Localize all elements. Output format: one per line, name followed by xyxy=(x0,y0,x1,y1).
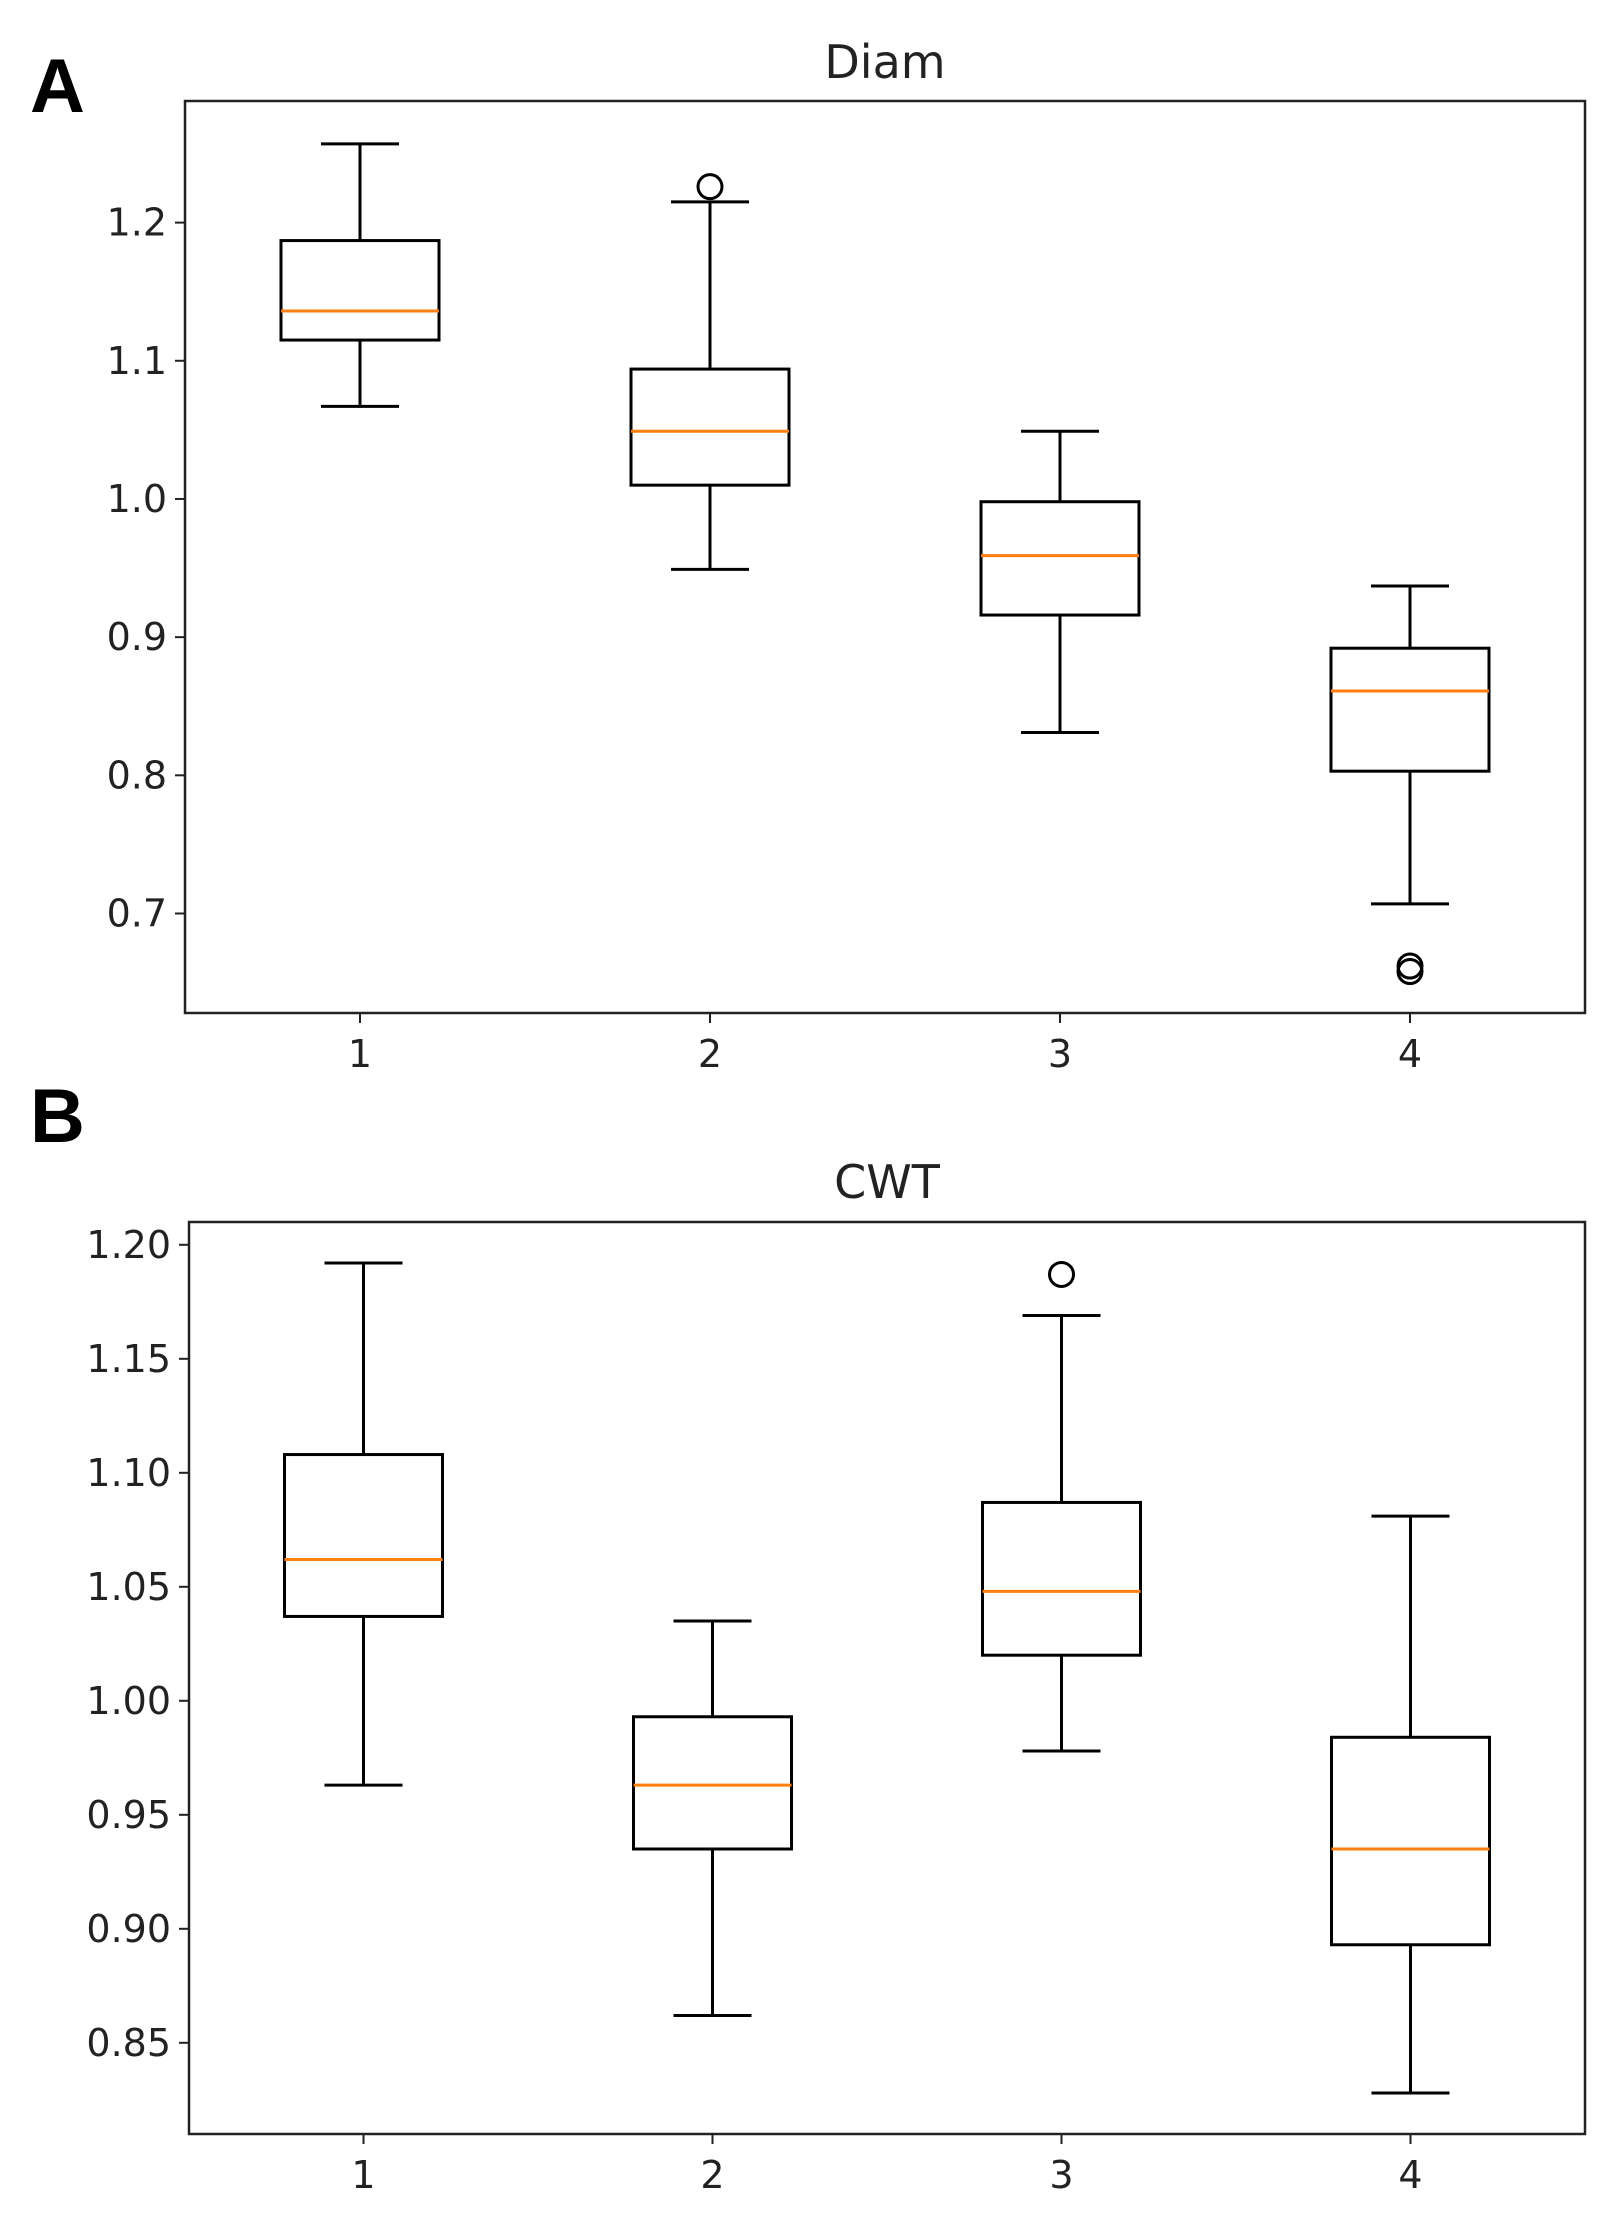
y-tick-label: 1.00 xyxy=(86,1679,171,1723)
box-group-1 xyxy=(283,1261,444,1787)
y-tick-label: 0.8 xyxy=(107,753,167,797)
y-tick-label: 0.7 xyxy=(107,892,167,936)
y-tick-label: 1.10 xyxy=(86,1451,171,1495)
y-tick-label: 0.85 xyxy=(86,2021,171,2065)
box xyxy=(1330,1735,1491,1947)
box-group-1 xyxy=(279,142,441,408)
box-group-2 xyxy=(629,173,791,571)
y-tick-label: 0.95 xyxy=(86,1793,171,1837)
box-group-2 xyxy=(632,1619,793,2017)
panel-a: A Diam 0.7 0.8 0.9 1.0 1.1 1.2 1 2 3 4 xyxy=(30,35,1587,1076)
x-tick-label: 4 xyxy=(1398,1032,1422,1076)
y-tick-label: 1.1 xyxy=(107,339,167,383)
box xyxy=(632,1715,793,1851)
plot-frame xyxy=(183,99,1587,1015)
panel-label: A xyxy=(30,44,85,129)
outlier-point xyxy=(1048,1260,1075,1288)
y-tick-label: 0.9 xyxy=(107,615,167,659)
box xyxy=(283,1453,444,1618)
box xyxy=(629,367,791,487)
box-group-4 xyxy=(1330,1514,1491,2095)
y-tick-label: 1.20 xyxy=(86,1223,171,1267)
box-group-3 xyxy=(981,1260,1142,1753)
y-tick-label: 1.05 xyxy=(86,1565,171,1609)
box xyxy=(279,239,441,342)
box-group-4 xyxy=(1329,584,1491,986)
panel-b: B CWT 0.85 0.90 0.95 1.00 1.05 1.10 1.15 1.20 1 2 3 4 xyxy=(30,1074,1587,2197)
outlier-point xyxy=(1396,952,1424,980)
panel-label: B xyxy=(30,1074,85,1159)
x-tick-label: 4 xyxy=(1398,2153,1422,2197)
x-tick-label: 1 xyxy=(351,2153,375,2197)
y-tick-label: 0.90 xyxy=(86,1907,171,1951)
chart-title: CWT xyxy=(834,1155,941,1209)
x-tick-label: 2 xyxy=(700,2153,724,2197)
y-tick-label: 1.15 xyxy=(86,1337,171,1381)
x-tick-label: 3 xyxy=(1049,2153,1073,2197)
x-tick-label: 3 xyxy=(1048,1032,1072,1076)
x-tick-label: 2 xyxy=(698,1032,722,1076)
box-group-3 xyxy=(979,429,1141,734)
outlier-point xyxy=(696,173,724,201)
plot-frame xyxy=(187,1220,1587,2136)
y-tick-label: 1.0 xyxy=(107,477,167,521)
chart-title: Diam xyxy=(824,35,945,89)
outlier-point xyxy=(1396,958,1424,986)
x-tick-label: 1 xyxy=(348,1032,372,1076)
y-tick-label: 1.2 xyxy=(107,201,167,245)
box xyxy=(1329,646,1491,773)
box xyxy=(979,500,1141,617)
box xyxy=(981,1500,1142,1657)
